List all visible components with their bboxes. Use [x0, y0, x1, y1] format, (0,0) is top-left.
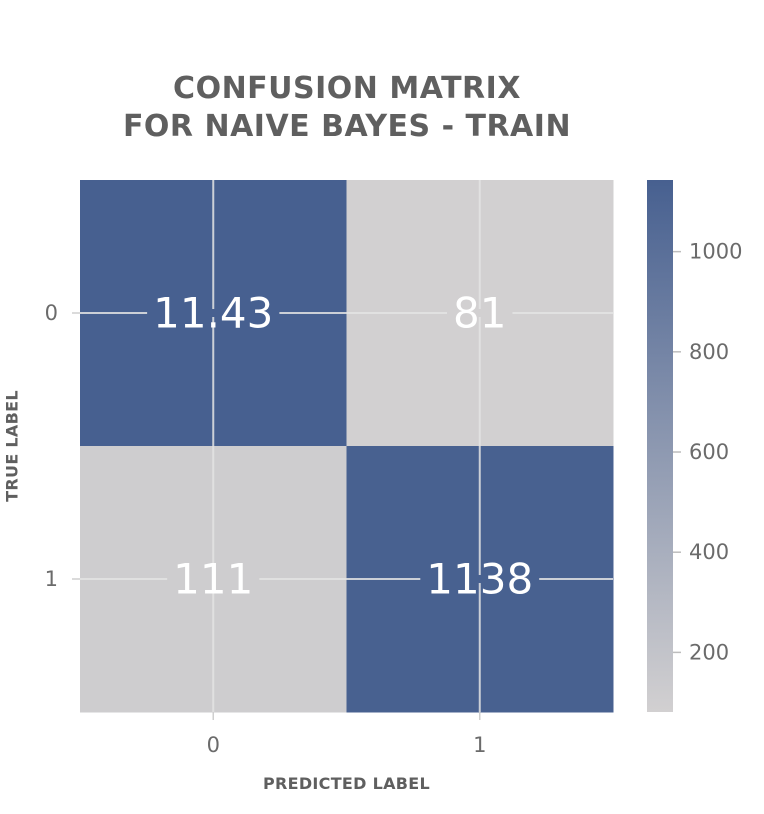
x-tick-label-1: 1	[473, 733, 486, 757]
cell-label-0-0: 11.43	[153, 289, 273, 338]
colorbar-tick-label-0: 1000	[689, 240, 742, 264]
cell-label-knockout-1-1	[420, 575, 540, 583]
chart-title-line-2: FOR NAIVE BAYES - TRAIN	[122, 109, 572, 144]
cell-label-knockout-0-1	[447, 309, 513, 317]
x-tick-label-0: 0	[207, 733, 220, 757]
colorbar-tick-label-2: 600	[689, 440, 729, 464]
colorbar-tick-label-1: 800	[689, 340, 729, 364]
chart-title: CONFUSION MATRIX FOR NAIVE BAYES - TRAIN	[0, 70, 694, 146]
cell-label-1-0: 111	[173, 555, 253, 604]
colorbar	[647, 180, 673, 712]
cell-label-0-1: 81	[453, 289, 506, 338]
chart-title-line-1: CONFUSION MATRIX	[173, 71, 521, 106]
axis-ticks: 0 1 0 1	[45, 301, 487, 757]
cell-label-knockout-1-0	[167, 575, 260, 583]
x-axis-label: PREDICTED LABEL	[262, 774, 431, 793]
colorbar-tick-label-4: 200	[689, 640, 729, 664]
cell-label-knockout-0-0	[147, 309, 280, 317]
heatmap-cells	[80, 180, 614, 713]
colorbar-tick-label-3: 400	[689, 540, 729, 564]
y-tick-label-0: 0	[45, 301, 58, 325]
colorbar-ticks: 1000 800 600 400 200	[673, 240, 742, 664]
y-tick-label-1: 1	[45, 567, 58, 591]
cell-label-1-1: 1138	[426, 555, 533, 604]
cell-labels: 11.43 81 111 1138	[147, 289, 540, 604]
